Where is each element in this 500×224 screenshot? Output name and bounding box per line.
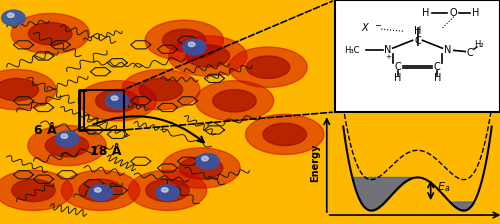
Ellipse shape (62, 170, 140, 211)
Ellipse shape (96, 90, 139, 112)
Text: H₂: H₂ (474, 40, 484, 49)
Circle shape (162, 188, 168, 192)
Ellipse shape (45, 134, 89, 157)
Circle shape (182, 39, 206, 55)
Text: 18 Å: 18 Å (90, 144, 122, 157)
Ellipse shape (168, 36, 247, 76)
Ellipse shape (162, 29, 206, 52)
Circle shape (156, 185, 179, 200)
Ellipse shape (139, 78, 182, 101)
Circle shape (196, 153, 220, 169)
Circle shape (8, 13, 14, 17)
Ellipse shape (78, 179, 122, 202)
Ellipse shape (28, 125, 106, 166)
Ellipse shape (0, 69, 56, 110)
Circle shape (2, 10, 25, 26)
Text: H: H (422, 9, 430, 18)
Text: N: N (444, 45, 451, 55)
Text: H: H (472, 9, 479, 18)
Ellipse shape (28, 22, 72, 45)
Text: X: X (362, 23, 368, 33)
Text: N: N (384, 45, 392, 55)
Ellipse shape (186, 45, 230, 67)
Ellipse shape (146, 179, 190, 202)
Ellipse shape (78, 81, 156, 121)
Ellipse shape (246, 56, 290, 78)
Text: 6 Å: 6 Å (34, 124, 56, 137)
Ellipse shape (162, 148, 240, 188)
Ellipse shape (212, 90, 256, 112)
Text: C: C (434, 62, 440, 72)
Text: H: H (394, 73, 402, 83)
Text: $E_a$: $E_a$ (438, 181, 450, 194)
Text: Energy: Energy (310, 143, 320, 182)
Ellipse shape (263, 123, 306, 146)
Ellipse shape (122, 69, 200, 110)
Ellipse shape (196, 81, 274, 121)
Circle shape (56, 131, 78, 147)
Text: O: O (450, 9, 458, 18)
Bar (84, 90, 124, 130)
Circle shape (94, 188, 101, 192)
Circle shape (188, 42, 195, 47)
Text: H: H (414, 26, 421, 36)
Text: −: − (374, 21, 382, 30)
Ellipse shape (179, 157, 223, 179)
Text: H: H (434, 73, 441, 83)
Circle shape (106, 93, 129, 109)
Ellipse shape (145, 20, 224, 60)
Ellipse shape (229, 47, 307, 87)
Ellipse shape (0, 170, 72, 211)
Ellipse shape (128, 170, 206, 211)
Ellipse shape (12, 179, 56, 202)
Circle shape (202, 156, 208, 161)
Text: C: C (467, 48, 473, 58)
Circle shape (61, 134, 68, 138)
Text: +: + (385, 54, 390, 60)
Text: H₃C: H₃C (344, 46, 359, 55)
Text: C: C (394, 62, 401, 72)
Circle shape (89, 185, 112, 200)
Ellipse shape (246, 114, 324, 155)
Ellipse shape (0, 78, 38, 101)
Circle shape (111, 96, 118, 100)
Text: C: C (414, 37, 421, 46)
Ellipse shape (11, 13, 90, 54)
